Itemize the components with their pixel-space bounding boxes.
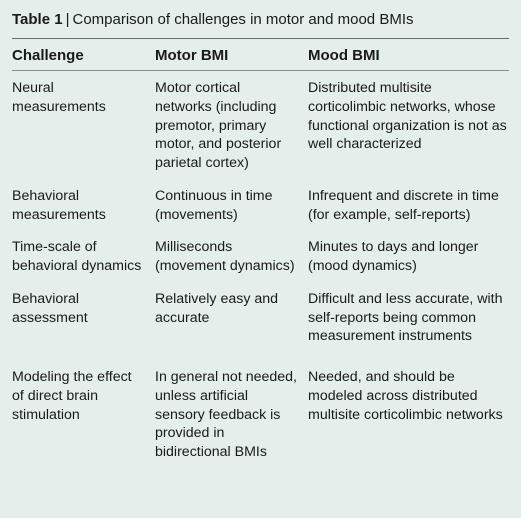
table-row: Time-scale of behavioral dynamics Millis…	[12, 238, 509, 275]
cell-mood: Distributed multisite corticolimbic netw…	[308, 79, 509, 173]
cell-mood: Minutes to days and longer (mood dynamic…	[308, 238, 509, 275]
table-caption: Comparison of challenges in motor and mo…	[72, 11, 413, 28]
title-separator: |	[63, 11, 73, 28]
col-header-challenge: Challenge	[12, 47, 147, 64]
cell-motor: Motor cortical networks (including premo…	[155, 79, 300, 173]
cell-mood: Needed, and should be modeled across dis…	[308, 368, 509, 462]
table-title: Table 1|Comparison of challenges in moto…	[12, 10, 509, 30]
table-row: Modeling the effect of direct brain stim…	[12, 368, 509, 462]
cell-mood: Infrequent and discrete in time (for exa…	[308, 187, 509, 224]
divider-top	[12, 38, 509, 39]
cell-challenge: Time-scale of behavioral dynamics	[12, 238, 147, 275]
cell-challenge: Modeling the effect of direct brain stim…	[12, 368, 147, 462]
table-row: Behavioral assessment Relatively easy an…	[12, 290, 509, 346]
cell-challenge: Behavioral assessment	[12, 290, 147, 346]
cell-motor: Relatively easy and accurate	[155, 290, 300, 346]
cell-challenge: Neural measurements	[12, 79, 147, 173]
cell-motor: Milliseconds (movement dynamics)	[155, 238, 300, 275]
table-row: Neural measurements Motor cortical netwo…	[12, 79, 509, 173]
col-header-motor: Motor BMI	[155, 47, 300, 64]
cell-motor: Continuous in time (movements)	[155, 187, 300, 224]
table-number: Table 1	[12, 11, 63, 28]
table-row: Behavioral measurements Continuous in ti…	[12, 187, 509, 224]
comparison-table: Table 1|Comparison of challenges in moto…	[0, 0, 521, 518]
cell-mood: Difficult and less accurate, with self-r…	[308, 290, 509, 346]
divider-header	[12, 70, 509, 71]
col-header-mood: Mood BMI	[308, 47, 509, 64]
cell-motor: In general not needed, unless artificial…	[155, 368, 300, 462]
table-header-row: Challenge Motor BMI Mood BMI	[12, 47, 509, 64]
cell-challenge: Behavioral measurements	[12, 187, 147, 224]
